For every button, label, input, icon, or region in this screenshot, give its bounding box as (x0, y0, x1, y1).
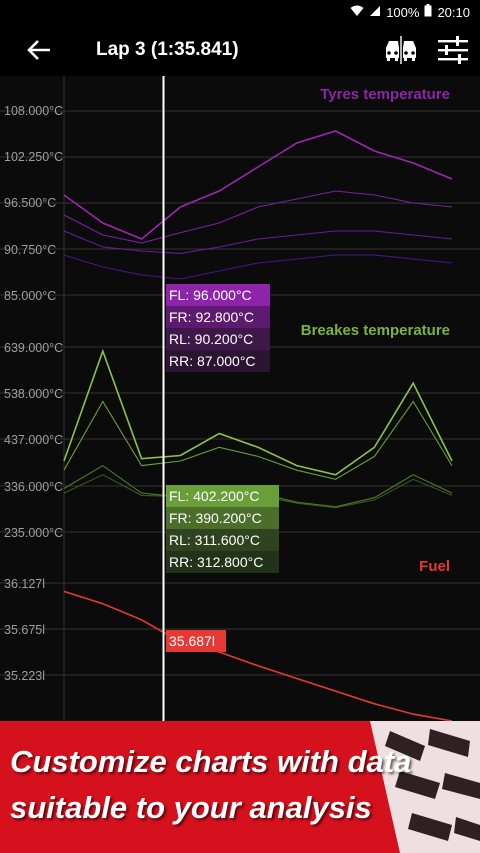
brakes-fl-series-line (63, 348, 453, 476)
tire-tread-decoration (370, 721, 480, 853)
brakes-tooltip-fr: FR: 390.200°C (169, 510, 262, 526)
tyres-tooltip-rr: RR: 87.000°C (169, 353, 256, 369)
tyres-fl-series-line (63, 130, 453, 240)
brakes-tick-label: 437.000°C (4, 433, 63, 447)
fuel-tick-label: 36.127l (4, 577, 45, 591)
brakes-chart-title: Breakes temperature (301, 322, 450, 339)
brakes-tooltip: FL: 402.200°C FR: 390.200°C RL: 311.600°… (166, 485, 279, 573)
brakes-tick-label: 538.000°C (4, 387, 63, 401)
tyres-rr-series-line (63, 254, 453, 280)
fuel-y-axis: 36.127l 35.675l 35.223l (4, 577, 45, 683)
tyres-tooltip-rl: RL: 90.200°C (169, 331, 253, 347)
fuel-tooltip-value: 35.687l (169, 633, 215, 649)
clock: 20:10 (437, 4, 470, 20)
fuel-series-line (63, 590, 453, 722)
compare-cars-button[interactable] (384, 34, 418, 66)
tyres-tick-label: 96.500°C (4, 196, 56, 210)
brakes-tick-label: 639.000°C (4, 341, 63, 355)
charts-panel[interactable]: Tyres temperature Breakes temperature Fu… (0, 76, 480, 722)
app-bar: Lap 3 (1:35.841) (0, 24, 480, 76)
page-title: Lap 3 (1:35.841) (96, 39, 239, 60)
tyres-y-axis: 108.000°C 102.250°C 96.500°C 90.750°C 85… (4, 104, 63, 303)
promo-line-1: Customize charts with data (10, 744, 412, 779)
tyres-tooltip-fr: FR: 92.800°C (169, 309, 254, 325)
cursor-line[interactable] (162, 76, 165, 721)
arrow-back-icon (27, 40, 50, 60)
fuel-chart-title: Fuel (419, 558, 450, 575)
status-icons: 100% 20:10 (350, 4, 470, 20)
tyres-rl-series-line (63, 230, 453, 254)
telemetry-charts[interactable]: Tyres temperature Breakes temperature Fu… (0, 76, 480, 722)
chart-lines (63, 130, 453, 722)
promo-banner: Customize charts with data suitable to y… (0, 721, 480, 853)
brakes-y-axis: 639.000°C 538.000°C 437.000°C 336.000°C … (4, 341, 63, 540)
promo-line-2: suitable to your analysis (10, 790, 372, 825)
tyres-chart-title: Tyres temperature (320, 86, 450, 103)
tune-icon (438, 36, 468, 64)
brakes-tooltip-rl: RL: 311.600°C (169, 532, 260, 548)
status-bar: 100% 20:10 (0, 0, 480, 24)
cars-icon (386, 36, 416, 64)
tyres-fr-series-line (63, 190, 453, 244)
tyres-tick-label: 108.000°C (4, 104, 63, 118)
brakes-tick-label: 336.000°C (4, 480, 63, 494)
brakes-tick-label: 235.000°C (4, 526, 63, 540)
tyres-tooltip-fl: FL: 96.000°C (169, 287, 252, 303)
fuel-tooltip: 35.687l (166, 630, 226, 652)
chart-settings-button[interactable] (436, 34, 470, 66)
promo-text: Customize charts with data suitable to y… (10, 739, 411, 831)
back-button[interactable] (24, 36, 54, 64)
tyres-tick-label: 85.000°C (4, 289, 56, 303)
battery-text: 100% (386, 4, 420, 20)
tyres-tick-label: 90.750°C (4, 243, 56, 257)
signal-icon (369, 5, 381, 20)
wifi-icon (350, 5, 364, 20)
tyres-tooltip: FL: 96.000°C FR: 92.800°C RL: 90.200°C R… (166, 284, 270, 372)
fuel-tick-label: 35.223l (4, 669, 45, 683)
battery-icon (424, 4, 432, 20)
chart-grid (0, 76, 480, 721)
tyres-tick-label: 102.250°C (4, 150, 63, 164)
brakes-tooltip-fl: FL: 402.200°C (169, 488, 259, 504)
fuel-tick-label: 35.675l (4, 623, 45, 637)
brakes-fr-series-line (63, 400, 453, 480)
brakes-tooltip-rr: RR: 312.800°C (169, 554, 263, 570)
